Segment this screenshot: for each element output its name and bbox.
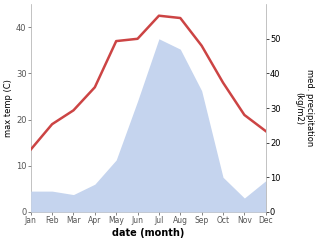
X-axis label: date (month): date (month) xyxy=(112,228,184,238)
Y-axis label: max temp (C): max temp (C) xyxy=(4,79,13,137)
Y-axis label: med. precipitation
(kg/m2): med. precipitation (kg/m2) xyxy=(294,69,314,147)
